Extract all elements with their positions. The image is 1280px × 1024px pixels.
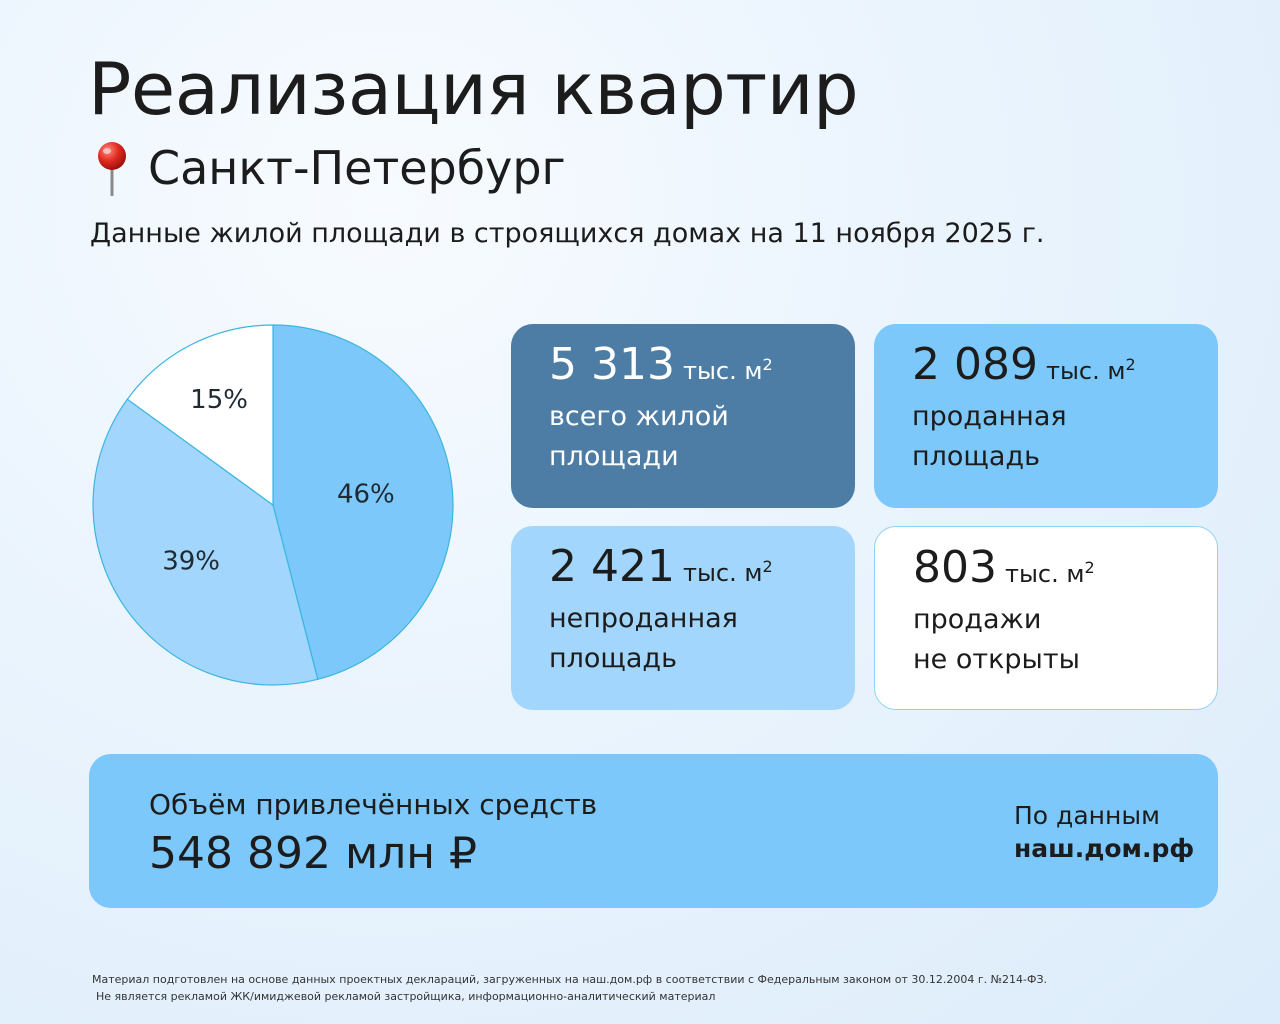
pie-slice-sold: [272, 324, 454, 681]
pie-chart: 46% 39% 15%: [88, 320, 458, 690]
card-value-line: 5 313 тыс. м2: [549, 339, 817, 391]
card-value: 803: [913, 542, 997, 593]
footer-disclaimer: Не является рекламой ЖК/имиджевой реклам…: [96, 990, 716, 1003]
source-label: По данным: [1014, 801, 1160, 830]
source-name: наш.дом.рф: [1014, 834, 1195, 863]
card-value: 5 313: [549, 339, 675, 390]
funds-amount: 548 892 млн ₽: [149, 828, 478, 879]
pie-label-unsold: 39%: [162, 547, 220, 577]
card-sold-area: 2 089 тыс. м2 проданная площадь: [874, 324, 1218, 508]
pie-slice-not-open: [126, 324, 274, 507]
card-total-area: 5 313 тыс. м2 всего жилой площади: [511, 324, 855, 508]
card-unit: тыс. м2: [1004, 558, 1095, 588]
card-description: проданная площадь: [912, 400, 1067, 472]
pie-svg: 46% 39% 15%: [92, 324, 454, 686]
card-value-line: 803 тыс. м2: [913, 542, 1179, 594]
card-value: 2 421: [549, 541, 675, 592]
card-unit: тыс. м2: [682, 557, 773, 587]
map-pin-icon: [98, 142, 126, 196]
card-unsold-area: 2 421 тыс. м2 непроданная площадь: [511, 526, 855, 710]
funds-banner: Объём привлечённых средств 548 892 млн ₽…: [89, 754, 1218, 908]
pie-slice-unsold: [92, 398, 319, 686]
city-line: Санкт-Петербург: [92, 140, 566, 196]
footer-note: Материал подготовлен на основе данных пр…: [92, 973, 1048, 986]
subtitle: Данные жилой площади в строящихся домах …: [90, 218, 1045, 249]
pie-label-not-open: 15%: [190, 385, 248, 415]
page-title: Реализация квартир: [88, 47, 859, 131]
card-description: продажи не открыты: [913, 603, 1080, 675]
card-not-open: 803 тыс. м2 продажи не открыты: [874, 526, 1218, 710]
pie-label-sold: 46%: [337, 479, 395, 509]
card-description: всего жилой площади: [549, 400, 729, 472]
card-value-line: 2 421 тыс. м2: [549, 541, 817, 593]
card-unit: тыс. м2: [1045, 355, 1136, 385]
funds-label: Объём привлечённых средств: [149, 788, 598, 821]
card-value-line: 2 089 тыс. м2: [912, 339, 1180, 391]
city-name: Санкт-Петербург: [148, 140, 566, 195]
card-description: непроданная площадь: [549, 602, 738, 674]
card-value: 2 089: [912, 339, 1038, 390]
card-unit: тыс. м2: [682, 355, 773, 385]
